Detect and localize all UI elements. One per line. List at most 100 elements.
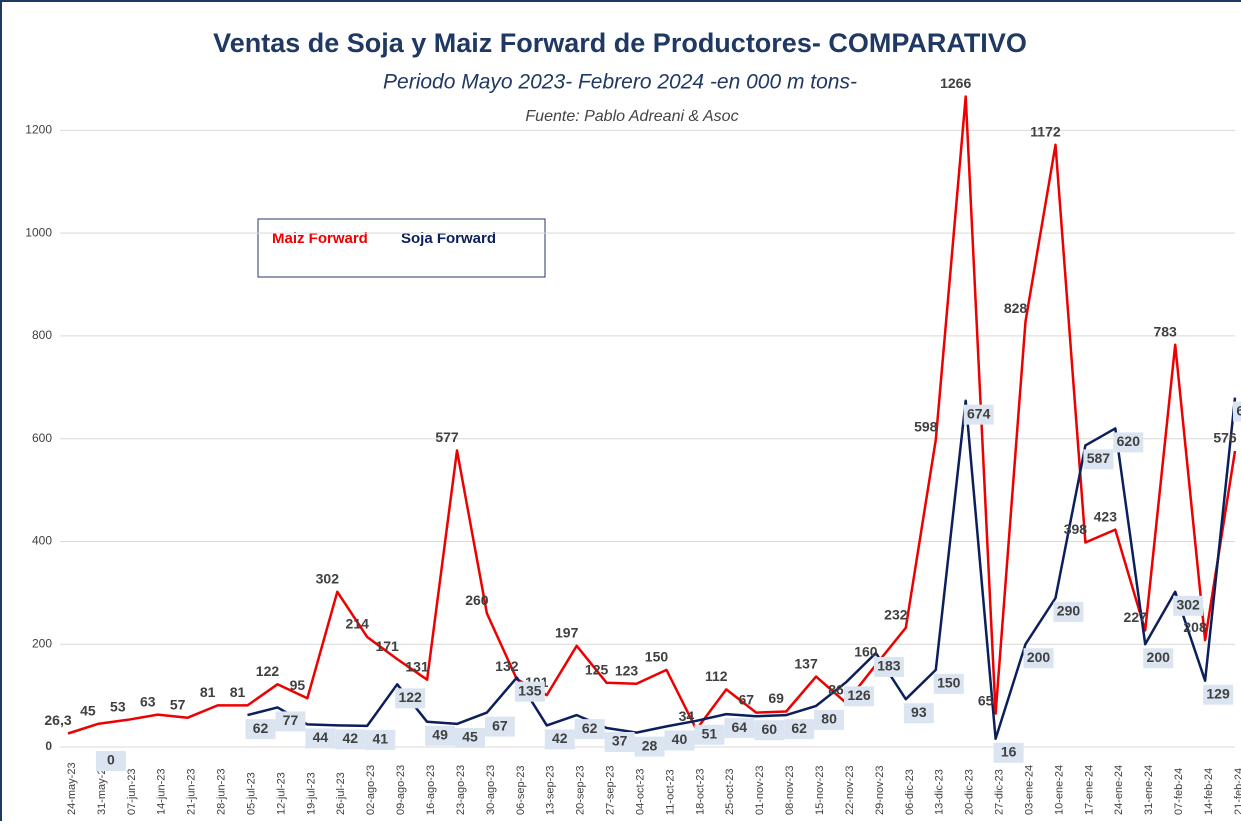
x-tick-label: 12-jul-23 <box>275 772 287 815</box>
data-label: 64 <box>732 719 748 735</box>
data-label-box: 620 <box>1113 432 1144 453</box>
data-label: 42 <box>343 730 359 746</box>
label-bg <box>963 404 994 425</box>
data-label: 42 <box>552 730 568 746</box>
data-label: 60 <box>761 721 777 737</box>
x-tick-label: 08-nov-23 <box>784 765 796 815</box>
data-label: 227 <box>1124 609 1148 625</box>
x-tick-label: 30-ago-23 <box>485 765 497 815</box>
label-bg <box>1053 601 1084 622</box>
x-tick-label: 26-jul-23 <box>335 772 347 815</box>
data-label-box: 0 <box>95 751 126 771</box>
data-label: 0 <box>107 752 115 768</box>
data-label: 26,3 <box>44 712 71 728</box>
data-label: 49 <box>432 727 448 743</box>
label-bg <box>1203 684 1234 705</box>
x-tick-label: 02-ago-23 <box>365 765 377 815</box>
data-label: 137 <box>794 655 818 671</box>
label-bg <box>844 686 874 707</box>
label-bg <box>903 703 934 724</box>
data-label-box: 41 <box>365 729 396 750</box>
x-tick-label: 06-dic-23 <box>904 769 916 815</box>
x-tick-label: 24-may-23 <box>66 762 78 815</box>
label-bg <box>1143 648 1174 669</box>
data-label-box: 49 <box>425 725 456 746</box>
label-bg <box>694 724 725 745</box>
x-tick-label: 22-nov-23 <box>844 765 856 815</box>
data-label: 290 <box>1057 603 1081 619</box>
x-tick-label: 20-sep-23 <box>575 765 587 815</box>
label-bg <box>1083 449 1114 470</box>
data-label-box: 40 <box>664 730 695 751</box>
y-tick-label: 200 <box>32 636 52 650</box>
data-label: 598 <box>914 418 938 434</box>
data-label-box: 183 <box>873 656 904 677</box>
data-label: 86 <box>828 682 844 698</box>
data-label-box: 51 <box>694 724 725 745</box>
data-label: 828 <box>1004 300 1028 316</box>
data-label: 129 <box>1206 685 1230 701</box>
data-label-box: 62 <box>784 719 815 740</box>
y-tick-label: 600 <box>32 431 52 445</box>
data-label: 40 <box>672 731 688 747</box>
data-label: 783 <box>1153 323 1177 339</box>
data-label-box: 674 <box>963 404 994 425</box>
data-label: 232 <box>884 606 908 622</box>
data-label: 62 <box>582 720 598 736</box>
data-label: 260 <box>465 592 489 608</box>
x-tick-label: 13-dic-23 <box>934 769 946 815</box>
x-tick-label: 28-jun-23 <box>216 769 228 815</box>
label-bg <box>544 729 575 750</box>
label-bg <box>784 719 815 740</box>
data-label-box: 62 <box>574 719 605 740</box>
data-label: 302 <box>1176 597 1200 613</box>
y-tick-label: 400 <box>32 534 52 548</box>
data-label: 200 <box>1147 649 1171 665</box>
data-label: 1266 <box>940 75 971 91</box>
label-bg <box>365 729 396 750</box>
data-label: 93 <box>911 704 927 720</box>
label-bg <box>395 688 426 709</box>
data-label: 123 <box>615 663 639 679</box>
data-label-box: 37 <box>604 731 635 752</box>
label-bg <box>335 729 366 750</box>
y-tick-label: 800 <box>32 328 52 342</box>
legend-entry: Soja Forward <box>401 230 496 247</box>
data-label: 398 <box>1064 521 1088 537</box>
label-bg <box>993 742 1024 763</box>
chart-title: Ventas de Soja y Maiz Forward de Product… <box>213 28 1027 58</box>
x-tick-label: 14-feb-24 <box>1203 768 1215 815</box>
data-label: 95 <box>290 677 306 693</box>
data-label: 44 <box>313 729 329 745</box>
data-label: 620 <box>1117 433 1141 449</box>
data-label: 576 <box>1213 430 1237 446</box>
data-label: 197 <box>555 624 579 640</box>
data-label: 34 <box>679 708 695 724</box>
label-bg <box>634 736 665 757</box>
data-label: 67 <box>738 691 754 707</box>
series-line <box>67 95 1237 735</box>
data-label-box: 64 <box>724 718 755 739</box>
data-label: 81 <box>230 684 246 700</box>
data-label: 53 <box>110 698 126 714</box>
data-label-box: 290 <box>1053 601 1084 622</box>
data-label: 132 <box>495 658 519 674</box>
label-bg <box>95 751 126 771</box>
data-label: 37 <box>612 733 628 749</box>
label-bg <box>664 730 695 751</box>
data-label: 1172 <box>1030 123 1061 139</box>
x-tick-label: 21-feb-24 <box>1233 768 1241 815</box>
data-label: 131 <box>405 658 429 674</box>
y-tick-label: 0 <box>45 739 52 753</box>
data-label: 587 <box>1087 450 1111 466</box>
label-bg <box>425 725 456 746</box>
data-label-box: 62 <box>245 719 276 740</box>
x-tick-label: 17-ene-24 <box>1083 765 1095 815</box>
data-label-box: 200 <box>1143 648 1174 669</box>
data-label-box: 67 <box>484 716 515 737</box>
label-bg <box>1173 595 1204 616</box>
data-label: 80 <box>821 711 837 727</box>
x-tick-label: 13-sep-23 <box>545 765 557 815</box>
label-bg <box>484 716 515 737</box>
